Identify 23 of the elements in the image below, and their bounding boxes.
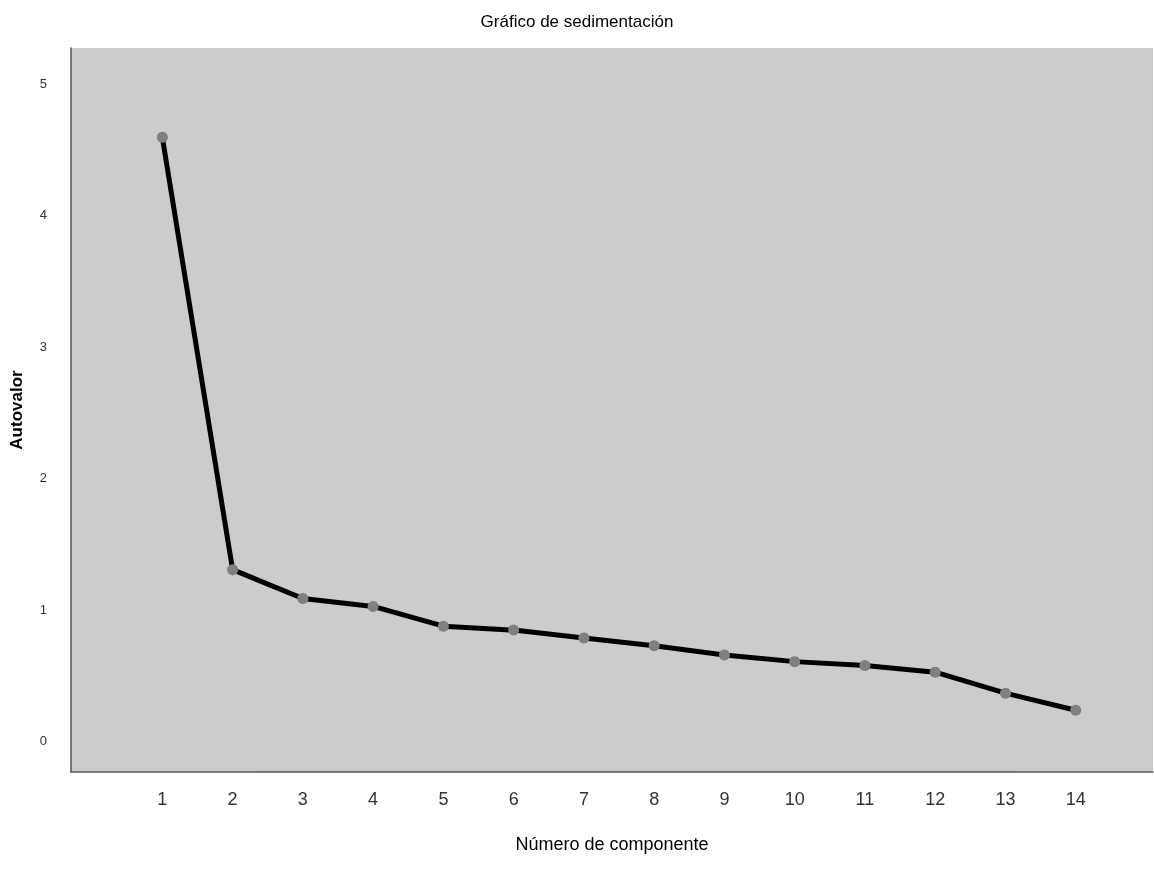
x-tick-label: 3 [297,789,308,809]
chart-title: Gráfico de sedimentación [480,12,674,31]
y-tick-label: 4 [39,207,47,223]
y-axis-title: Autovalor [7,369,26,450]
x-tick-label: 12 [925,789,946,809]
x-axis-title: Número de componente [515,834,709,854]
x-tick-label: 2 [227,789,238,809]
x-tick-label: 5 [438,789,449,809]
x-tick-label: 8 [649,789,660,809]
x-tick-label: 14 [1065,789,1086,809]
x-tick-label: 10 [784,789,805,809]
y-tick-label: 3 [39,338,47,354]
x-tick-label: 6 [508,789,519,809]
y-tick-label: 0 [39,732,47,748]
y-tick-label: 1 [39,601,47,617]
y-tick-label: 5 [39,75,47,91]
x-tick-label: 11 [855,789,875,809]
x-tick-label: 4 [368,789,379,809]
x-tick-label: 1 [157,789,168,809]
x-tick-label: 7 [578,789,589,809]
x-tick-label: 13 [995,789,1016,809]
x-tick-label: 9 [719,789,730,809]
y-tick-label: 2 [39,470,47,486]
